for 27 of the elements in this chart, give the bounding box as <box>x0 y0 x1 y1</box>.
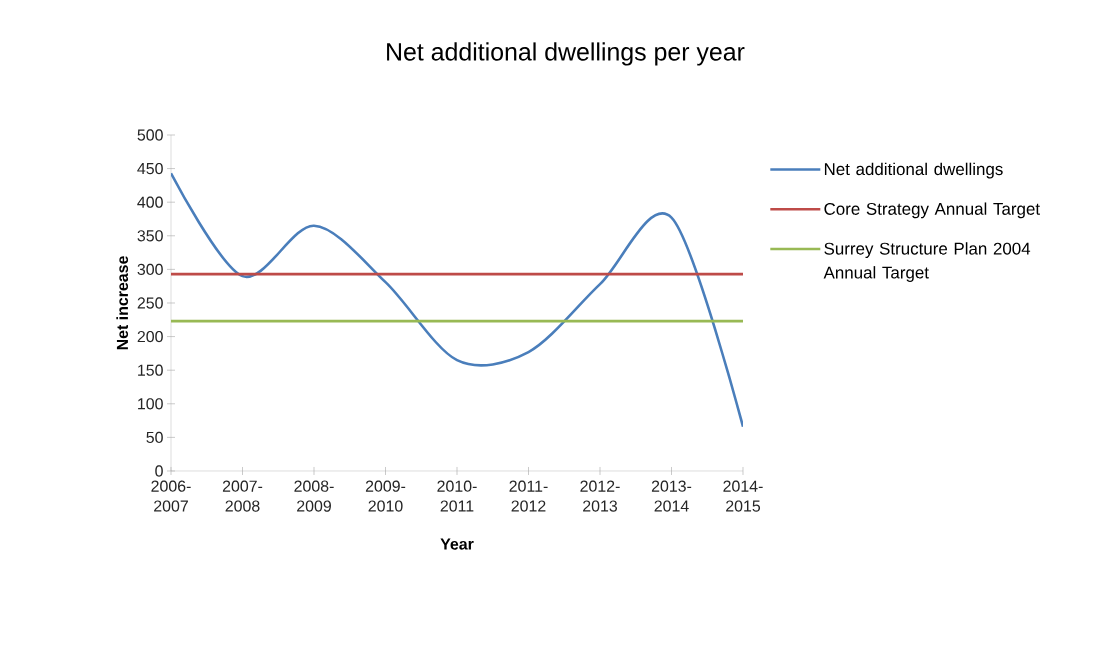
y-tick-label: 200 <box>137 330 163 343</box>
x-tick-label: 2013-2014 <box>651 480 692 512</box>
x-tick-label: 2009-2010 <box>365 480 406 512</box>
x-tick-label: 2012-2013 <box>580 480 620 512</box>
y-tick-label: 300 <box>137 263 163 276</box>
legend-label: Surrey Structure Plan 2004 Annual Target <box>823 242 1031 282</box>
y-tick-label: 50 <box>146 431 163 444</box>
x-axis-title: Year <box>440 538 474 550</box>
x-tick-label: 2010-2011 <box>437 480 477 512</box>
y-tick-label: 450 <box>137 162 163 175</box>
legend-label: Core Strategy Annual Target <box>824 202 1040 219</box>
y-tick-label: 150 <box>138 364 163 376</box>
chart-title: Net additional dwellings per year <box>387 42 745 66</box>
y-tick-label: 250 <box>137 297 163 309</box>
y-axis-title: Net increase <box>116 256 129 350</box>
x-tick-label: 2008-2009 <box>294 480 334 512</box>
x-tick-label: 2011-2012 <box>509 480 548 512</box>
legend-label: Net additional dwellings <box>824 162 1003 179</box>
x-tick-label: 2006-2007 <box>151 480 191 512</box>
y-tick-label: 0 <box>155 465 163 477</box>
y-tick-label: 100 <box>138 398 163 410</box>
y-tick-label: 350 <box>137 230 163 242</box>
x-tick-label: 2014-2015 <box>723 480 763 512</box>
y-tick-label: 500 <box>137 129 163 141</box>
x-tick-label: 2007-2008 <box>222 480 263 512</box>
line-series <box>171 171 743 428</box>
y-tick-label: 400 <box>137 196 163 208</box>
